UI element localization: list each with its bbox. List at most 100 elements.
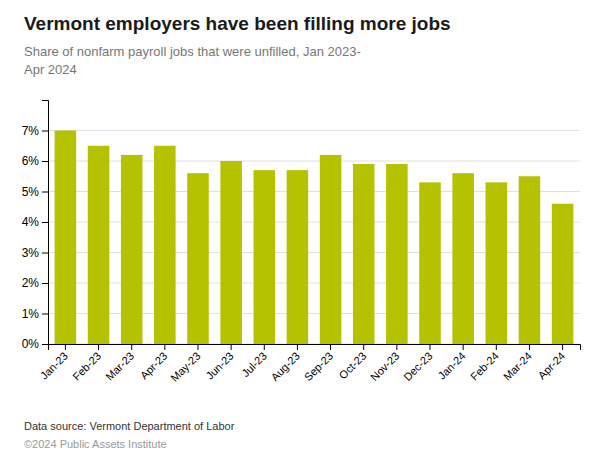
x-tick-label: Jan-24 (436, 350, 468, 382)
bar (519, 176, 541, 344)
y-axis: 0% 1% 2% 3% 4% 5% 6% 7% (22, 101, 49, 352)
bar (88, 146, 110, 344)
x-tick-label: Aug-23 (269, 350, 303, 384)
x-tick: Feb-23 (70, 344, 103, 383)
bar (320, 155, 342, 344)
grid-line (48, 130, 580, 131)
x-tick-mark (131, 344, 132, 350)
bar (154, 146, 176, 344)
x-axis: Jan-23Feb-23Mar-23Apr-23May-23Jun-23Jul-… (38, 344, 581, 384)
y-tick: 7% (22, 124, 48, 138)
annotation: ©2024 Public Assets Institute (24, 438, 167, 450)
bar (552, 204, 574, 344)
y-tick-mark (42, 253, 48, 254)
y-tick-label: 4% (22, 215, 40, 229)
x-tick-mark (264, 344, 265, 350)
y-tick: 6% (22, 154, 48, 168)
x-tick-mark (496, 344, 497, 350)
y-tick-label: 5% (22, 185, 40, 199)
plot: 0% 1% 2% 3% 4% 5% 6% 7% Jan-23Feb-23Mar-23Apr-23… (22, 101, 581, 384)
x-tick-label: Jun-23 (204, 350, 236, 382)
bar (419, 182, 441, 344)
y-tick: 0% (22, 337, 48, 351)
x-tick-mark (98, 344, 99, 350)
x-tick-mark (363, 344, 364, 350)
x-tick-mark (297, 344, 298, 350)
x-tick-label: May-23 (168, 350, 202, 384)
y-tick: 1% (22, 307, 48, 321)
x-tick: May-23 (168, 344, 202, 384)
bar (452, 173, 474, 344)
x-tick: Mar-24 (501, 344, 534, 383)
x-tick-mark (396, 344, 397, 350)
chart-svg: Vermont employers have been filling more… (0, 0, 600, 466)
y-tick-mark (42, 314, 48, 315)
x-tick: Jan-23 (38, 344, 70, 382)
bars (55, 131, 574, 345)
y-tick-label: 6% (22, 154, 40, 168)
x-tick-label: Mar-24 (501, 350, 534, 383)
x-tick: Sep-23 (302, 344, 336, 383)
x-tick: Dec-23 (401, 344, 435, 383)
y-tick: 3% (22, 246, 48, 260)
bar (55, 131, 77, 345)
x-tick-label: Sep-23 (302, 350, 336, 384)
y-tick: 5% (22, 185, 48, 199)
y-tick-label: 2% (22, 276, 40, 290)
x-tick-label: Dec-23 (401, 350, 435, 384)
grid (48, 131, 580, 345)
x-tick: Jul-23 (239, 344, 269, 379)
x-tick-label: Oct-23 (337, 350, 369, 382)
y-axis-line (42, 101, 49, 345)
bar (353, 164, 375, 344)
x-tick: Feb-24 (468, 344, 501, 383)
x-tick-mark (65, 344, 66, 350)
y-tick-mark (42, 283, 48, 284)
subtitle-line: Share of nonfarm payroll jobs that were … (24, 44, 361, 59)
x-tick-label: Apr-24 (535, 350, 567, 382)
annotation: Data source: Vermont Department of Labor (24, 420, 235, 432)
y-tick-mark (42, 161, 48, 162)
bar (254, 170, 276, 344)
x-tick-label: Jan-23 (38, 350, 70, 382)
y-tick: 4% (22, 215, 48, 229)
x-tick: Apr-24 (535, 344, 567, 381)
x-tick-mark (164, 344, 165, 350)
x-tick-mark (231, 344, 232, 350)
x-tick: Oct-23 (337, 344, 369, 381)
x-tick: Jun-23 (204, 344, 236, 382)
x-tick: Aug-23 (269, 344, 303, 383)
x-tick: Mar-23 (103, 344, 136, 383)
x-tick-label: Jul-23 (239, 350, 269, 380)
x-tick: Jan-24 (436, 344, 468, 382)
chart-container: Vermont employers have been filling more… (0, 0, 600, 466)
bar (386, 164, 408, 344)
x-tick-mark (562, 344, 563, 350)
bar (287, 170, 309, 344)
bar (121, 155, 143, 344)
y-tick-label: 7% (22, 124, 40, 138)
x-tick-label: Nov-23 (368, 350, 402, 384)
subtitle-line: Apr 2024 (24, 62, 77, 77)
y-tick-mark (42, 131, 48, 132)
y-tick-mark (42, 192, 48, 193)
x-tick-mark (430, 344, 431, 350)
y-tick: 2% (22, 276, 48, 290)
x-tick-label: Mar-23 (103, 350, 136, 383)
y-tick-label: 1% (22, 307, 40, 321)
x-axis-line (49, 345, 581, 351)
bar (486, 182, 508, 344)
x-tick-label: Feb-24 (468, 350, 501, 383)
x-tick-label: Feb-23 (70, 350, 103, 383)
x-tick: Apr-23 (138, 344, 170, 381)
title: Vermont employers have been filling more… (24, 13, 451, 34)
bar (220, 161, 242, 344)
x-tick-mark (330, 344, 331, 350)
x-tick-mark (197, 344, 198, 350)
bar (187, 173, 209, 344)
y-tick-mark (42, 222, 48, 223)
x-tick: Nov-23 (368, 344, 402, 383)
x-tick-label: Apr-23 (138, 350, 170, 382)
y-tick-label: 3% (22, 246, 40, 260)
x-tick-mark (463, 344, 464, 350)
